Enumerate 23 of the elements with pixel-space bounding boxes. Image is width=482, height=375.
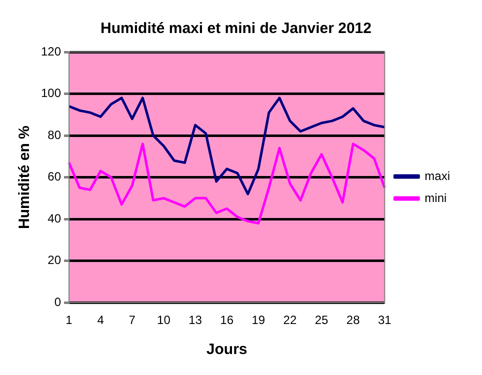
y-tick-label: 20 (48, 253, 62, 268)
legend-label: mini (424, 190, 447, 205)
x-tick-label: 28 (346, 313, 360, 328)
x-tick-label: 25 (314, 313, 329, 328)
x-tick-label: 16 (220, 313, 234, 328)
y-tick-label: 120 (40, 44, 62, 58)
y-axis-title: Humidité en % (16, 126, 34, 229)
x-tick-label: 13 (188, 313, 202, 328)
x-tick-label: 22 (283, 313, 297, 328)
x-tick-label: 10 (157, 313, 171, 328)
x-tick-label: 4 (97, 313, 104, 328)
x-tick-label: 31 (378, 313, 392, 328)
y-tick-label: 40 (48, 211, 62, 226)
y-tick-label: 60 (48, 170, 62, 184)
x-axis-title: Jours (206, 341, 248, 358)
legend-label: maxi (424, 168, 450, 183)
x-tick-label: 1 (66, 313, 73, 328)
x-tick-label: 19 (252, 313, 266, 328)
y-tick-label: 0 (54, 294, 62, 309)
y-tick-label: 80 (48, 128, 62, 142)
y-tick-label: 100 (40, 86, 62, 100)
x-tick-label: 7 (128, 313, 136, 328)
chart-title: Humidité maxi et mini de Janvier 2012 (100, 20, 372, 38)
